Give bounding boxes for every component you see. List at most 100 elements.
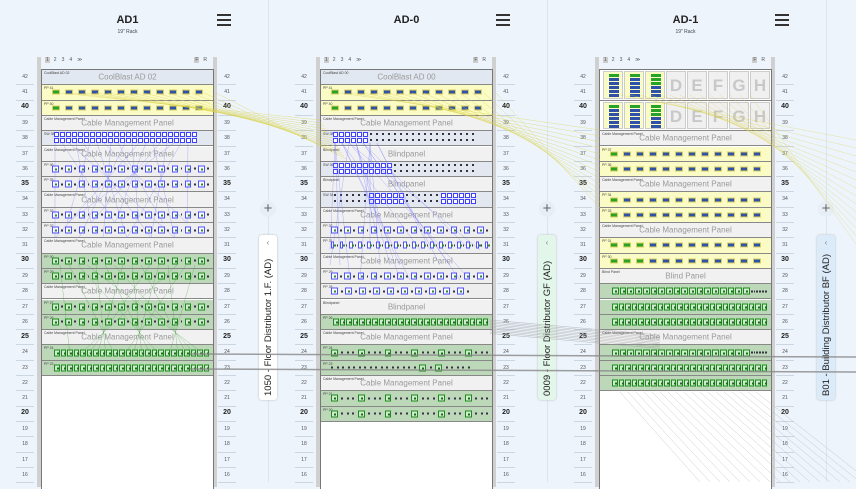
empty-port[interactable] <box>352 397 355 400</box>
switch-port[interactable] <box>405 199 410 204</box>
switch-port[interactable] <box>381 168 386 174</box>
port[interactable] <box>435 89 443 95</box>
port[interactable] <box>132 349 138 357</box>
port[interactable] <box>78 165 86 173</box>
switch-port[interactable] <box>435 138 440 143</box>
rack-unit-cmp[interactable]: Cable Management Panel Cable Management P… <box>321 115 492 132</box>
port[interactable] <box>755 364 761 372</box>
port[interactable] <box>93 364 99 372</box>
switch-port[interactable] <box>393 169 398 174</box>
port[interactable] <box>484 241 491 249</box>
port[interactable] <box>664 303 670 311</box>
switch-port[interactable] <box>156 138 161 144</box>
port[interactable] <box>649 242 657 248</box>
port[interactable] <box>145 318 152 326</box>
switch-port[interactable] <box>339 168 344 174</box>
rack-unit-yellow[interactable]: PP 30 <box>600 253 771 269</box>
port[interactable] <box>91 180 99 188</box>
port[interactable] <box>696 303 702 311</box>
switch-port[interactable] <box>429 138 434 143</box>
port[interactable] <box>623 151 631 157</box>
switch-port[interactable] <box>174 138 179 144</box>
switch-port[interactable] <box>423 169 428 174</box>
switch-port[interactable] <box>180 138 185 144</box>
port[interactable] <box>714 166 722 172</box>
port[interactable] <box>437 272 444 280</box>
switch-port[interactable] <box>351 132 356 138</box>
port[interactable] <box>131 272 139 280</box>
switch-port[interactable] <box>459 169 464 174</box>
empty-port[interactable] <box>486 412 488 415</box>
port[interactable] <box>755 318 761 326</box>
port[interactable] <box>618 364 624 372</box>
port[interactable] <box>378 318 384 326</box>
switch-port[interactable] <box>459 132 464 137</box>
port[interactable] <box>664 364 670 372</box>
port[interactable] <box>357 410 365 418</box>
port[interactable] <box>372 318 378 326</box>
port[interactable] <box>344 272 351 280</box>
port[interactable] <box>145 226 152 234</box>
port[interactable] <box>80 364 86 372</box>
port[interactable] <box>331 105 339 111</box>
port[interactable] <box>638 364 644 372</box>
port[interactable] <box>696 287 704 295</box>
empty-port[interactable] <box>346 412 349 415</box>
port[interactable] <box>156 89 164 95</box>
port[interactable] <box>331 410 338 418</box>
port[interactable] <box>722 364 728 372</box>
port[interactable] <box>106 364 112 372</box>
port[interactable] <box>456 318 462 326</box>
port[interactable] <box>184 226 192 234</box>
port[interactable] <box>105 303 112 311</box>
port[interactable] <box>722 379 728 387</box>
port[interactable] <box>91 105 99 111</box>
port[interactable] <box>396 105 404 111</box>
switch-port[interactable] <box>351 138 356 144</box>
empty-port[interactable] <box>765 351 767 354</box>
empty-port[interactable] <box>408 366 410 369</box>
port[interactable] <box>164 364 170 372</box>
module-slot-B[interactable] <box>624 101 644 130</box>
port[interactable] <box>158 180 165 188</box>
port[interactable] <box>52 211 59 219</box>
port[interactable] <box>333 318 339 326</box>
port[interactable] <box>740 197 748 203</box>
rack-unit-green[interactable]: PP 20 <box>321 406 492 422</box>
port[interactable] <box>131 180 139 188</box>
port[interactable] <box>612 318 618 326</box>
rack-unit-yellow[interactable]: PP 41 <box>42 85 213 101</box>
rack-unit-green[interactable]: PP 23 <box>321 360 492 376</box>
empty-port[interactable] <box>341 351 344 354</box>
empty-port[interactable] <box>336 366 339 369</box>
port[interactable] <box>636 242 644 248</box>
switch-port[interactable] <box>369 138 374 143</box>
page-link[interactable]: 4 <box>348 57 352 63</box>
rear-view-toggle[interactable]: R <box>761 57 765 63</box>
switch-port[interactable] <box>441 132 446 137</box>
port[interactable] <box>404 318 410 326</box>
port[interactable] <box>735 364 741 372</box>
page-link[interactable]: 2 <box>611 57 615 63</box>
port[interactable] <box>352 318 358 326</box>
switch-port[interactable] <box>387 162 392 168</box>
port[interactable] <box>117 89 125 95</box>
port[interactable] <box>675 212 683 218</box>
rack-unit-green[interactable]: PP 26 <box>321 314 492 331</box>
port[interactable] <box>651 318 657 326</box>
switch-port[interactable] <box>423 163 428 168</box>
switch-port[interactable] <box>441 138 446 143</box>
port[interactable] <box>145 165 152 173</box>
port[interactable] <box>664 379 670 387</box>
switch-port[interactable] <box>381 138 386 143</box>
port[interactable] <box>145 303 152 311</box>
module-slot[interactable]: F <box>708 71 728 99</box>
port[interactable] <box>675 242 683 248</box>
port[interactable] <box>357 89 365 95</box>
port[interactable] <box>612 349 619 357</box>
switch-port[interactable] <box>387 199 392 205</box>
port[interactable] <box>448 105 456 111</box>
port[interactable] <box>437 226 444 234</box>
switch-port[interactable] <box>381 162 386 168</box>
port[interactable] <box>357 272 365 280</box>
